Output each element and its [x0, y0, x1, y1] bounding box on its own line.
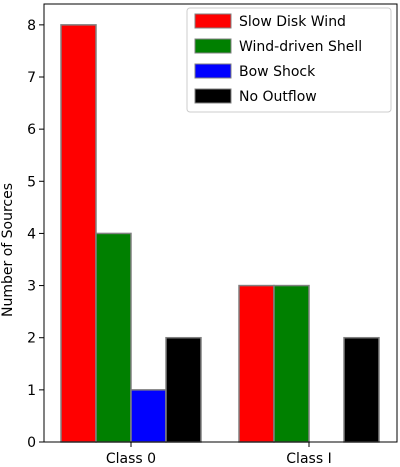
bars-layer	[60, 24, 380, 443]
bar-0-0	[60, 24, 97, 443]
y-tick-label: 7	[27, 70, 36, 86]
y-tick-label: 5	[27, 174, 36, 190]
y-tick-label: 4	[27, 226, 36, 242]
legend: Slow Disk Wind Wind-driven Shell Bow Shock…	[186, 7, 392, 113]
y-axis-label: Number of Sources	[0, 183, 16, 317]
legend-label-3: No Outflow	[239, 89, 317, 105]
x-tick-label: Class 0	[106, 451, 156, 467]
bar-0-1	[238, 284, 275, 443]
y-tick-label: 3	[27, 279, 36, 295]
bar-3-0	[165, 336, 202, 443]
x-tick-label: Class I	[286, 451, 331, 467]
y-tick-label: 1	[27, 383, 36, 399]
legend-swatch-2	[194, 63, 232, 79]
plot-frame	[43, 3, 398, 443]
legend-box	[186, 7, 392, 113]
bar-1-0	[95, 232, 132, 443]
y-tick-label: 0	[27, 435, 36, 451]
legend-swatch-0	[194, 13, 232, 29]
legend-swatch-3	[194, 88, 232, 104]
y-tick-label: 6	[27, 122, 36, 138]
bar-3-1	[343, 336, 380, 443]
legend-label-0: Slow Disk Wind	[239, 14, 346, 30]
legend-label-1: Wind-driven Shell	[239, 39, 362, 55]
bar-2-0	[130, 389, 167, 443]
y-tick-label: 8	[27, 18, 36, 34]
y-tick-label: 2	[27, 331, 36, 347]
legend-label-2: Bow Shock	[239, 64, 316, 80]
bar-1-1	[273, 284, 310, 443]
legend-swatch-1	[194, 38, 232, 54]
axes-layer: 0 1 2 3 4 5 6 7 8 Class 0 Class I	[27, 3, 398, 467]
